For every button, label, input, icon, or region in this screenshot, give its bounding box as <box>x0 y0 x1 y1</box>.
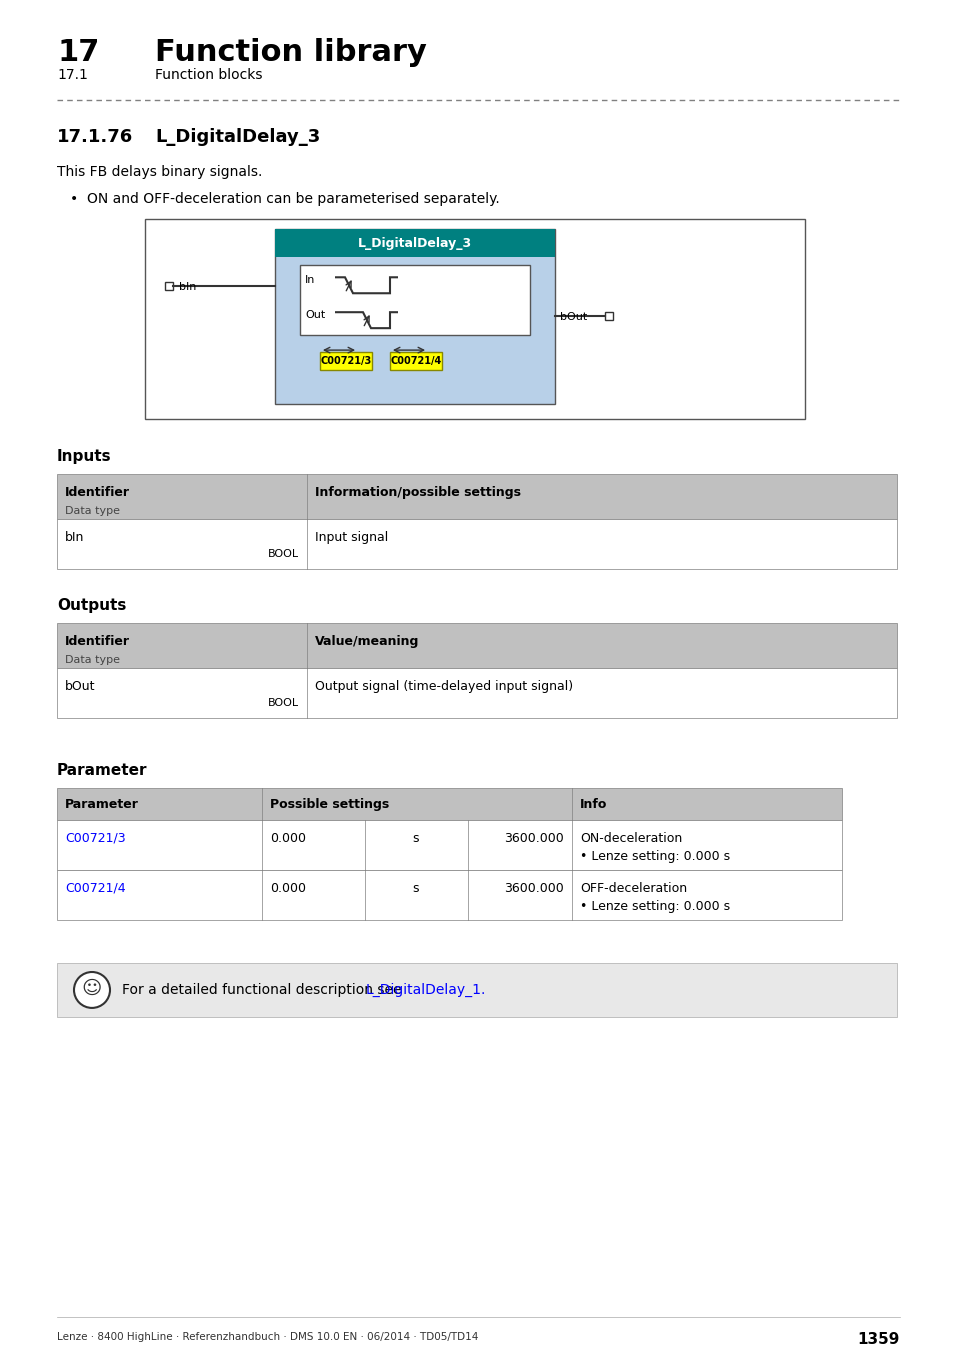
Bar <box>57 474 896 518</box>
Bar <box>604 312 613 320</box>
Text: Out: Out <box>305 310 325 320</box>
Bar <box>57 963 896 1018</box>
Text: s: s <box>413 832 418 845</box>
Text: Function blocks: Function blocks <box>154 68 262 82</box>
Text: Lenze · 8400 HighLine · Referenzhandbuch · DMS 10.0 EN · 06/2014 · TD05/TD14: Lenze · 8400 HighLine · Referenzhandbuch… <box>57 1331 477 1342</box>
Bar <box>274 230 555 404</box>
Text: Output signal (time-delayed input signal): Output signal (time-delayed input signal… <box>314 680 573 694</box>
Text: Outputs: Outputs <box>57 598 126 613</box>
Bar <box>274 230 555 258</box>
Text: 1359: 1359 <box>857 1331 899 1346</box>
Bar <box>390 352 441 370</box>
Text: Input signal: Input signal <box>314 531 388 544</box>
Bar <box>57 668 896 718</box>
Bar <box>57 518 896 568</box>
Bar <box>145 220 804 418</box>
Text: bOut: bOut <box>65 680 95 694</box>
Text: Possible settings: Possible settings <box>270 798 389 811</box>
Text: Identifier: Identifier <box>65 486 130 498</box>
Text: L_DigitalDelay_3: L_DigitalDelay_3 <box>154 128 320 146</box>
Bar <box>299 266 530 335</box>
Text: Identifier: Identifier <box>65 636 130 648</box>
Text: Parameter: Parameter <box>65 798 139 811</box>
Text: C00721/3: C00721/3 <box>320 356 372 366</box>
Text: Value/meaning: Value/meaning <box>314 636 419 648</box>
Text: ON-deceleration: ON-deceleration <box>579 832 681 845</box>
Text: BOOL: BOOL <box>268 548 298 559</box>
Text: • Lenze setting: 0.000 s: • Lenze setting: 0.000 s <box>579 849 729 863</box>
Text: Function library: Function library <box>154 38 426 68</box>
Text: s: s <box>413 882 418 895</box>
Text: bIn: bIn <box>179 282 196 292</box>
Text: Data type: Data type <box>65 506 120 516</box>
Bar <box>57 819 841 869</box>
Bar <box>165 282 172 290</box>
Bar <box>57 788 841 819</box>
Text: L_DigitalDelay_1.: L_DigitalDelay_1. <box>365 983 485 998</box>
Text: 17.1.76: 17.1.76 <box>57 128 133 146</box>
Text: For a detailed functional description see: For a detailed functional description se… <box>122 983 405 998</box>
Text: ☺: ☺ <box>82 979 102 998</box>
Text: Data type: Data type <box>65 655 120 666</box>
Text: 3600.000: 3600.000 <box>504 882 563 895</box>
Text: In: In <box>305 275 315 285</box>
Text: OFF-deceleration: OFF-deceleration <box>579 882 686 895</box>
Text: C00721/4: C00721/4 <box>390 356 441 366</box>
Bar <box>57 869 841 919</box>
Text: Parameter: Parameter <box>57 763 148 778</box>
Text: 0.000: 0.000 <box>270 832 306 845</box>
Text: This FB delays binary signals.: This FB delays binary signals. <box>57 165 262 178</box>
Text: Information/possible settings: Information/possible settings <box>314 486 520 498</box>
Text: L_DigitalDelay_3: L_DigitalDelay_3 <box>357 236 472 250</box>
Bar <box>57 624 896 668</box>
Text: C00721/4: C00721/4 <box>65 882 126 895</box>
Text: bIn: bIn <box>65 531 84 544</box>
Text: 0.000: 0.000 <box>270 882 306 895</box>
Bar <box>319 352 372 370</box>
Text: BOOL: BOOL <box>268 698 298 709</box>
Text: •  ON and OFF-deceleration can be parameterised separately.: • ON and OFF-deceleration can be paramet… <box>70 192 499 205</box>
Text: • Lenze setting: 0.000 s: • Lenze setting: 0.000 s <box>579 899 729 913</box>
Text: bOut: bOut <box>559 312 587 323</box>
Text: Info: Info <box>579 798 607 811</box>
Circle shape <box>74 972 110 1008</box>
Text: 17: 17 <box>57 38 99 68</box>
Text: C00721/3: C00721/3 <box>65 832 126 845</box>
Text: 17.1: 17.1 <box>57 68 88 82</box>
Text: 3600.000: 3600.000 <box>504 832 563 845</box>
Text: Inputs: Inputs <box>57 448 112 464</box>
